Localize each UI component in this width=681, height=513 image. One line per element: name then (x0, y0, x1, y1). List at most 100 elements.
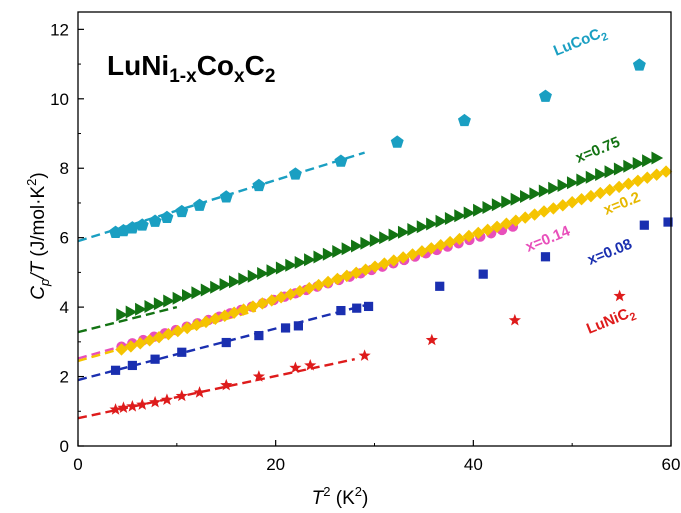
point-x02 (124, 340, 138, 353)
ticks: 0 20 40 60 0 2 4 6 8 10 12 (50, 20, 680, 474)
point-x075 (191, 286, 204, 300)
point-x02 (321, 275, 335, 289)
point-x02 (368, 260, 382, 273)
point-lunic2 (149, 395, 162, 408)
point-lucoc2 (125, 221, 139, 234)
point-x075 (454, 209, 466, 223)
point-x02 (594, 186, 607, 200)
point-lucoc2 (390, 135, 404, 148)
point-x02 (612, 180, 626, 194)
point-x075 (407, 222, 420, 236)
point-x02 (246, 300, 260, 313)
point-x02 (575, 192, 588, 206)
point-x075 (388, 228, 401, 242)
point-x02 (565, 196, 579, 209)
point-x075 (501, 195, 513, 209)
point-x02 (171, 324, 185, 338)
point-x075 (435, 214, 448, 228)
point-x075 (322, 247, 335, 261)
point-x008 (293, 321, 303, 331)
point-lunic2 (117, 401, 130, 413)
point-x075 (341, 242, 354, 256)
point-x02 (500, 217, 513, 230)
point-x02 (265, 294, 278, 307)
point-x075 (116, 308, 128, 322)
point-x075 (632, 156, 645, 170)
point-x075 (275, 261, 288, 275)
point-x075 (491, 198, 504, 212)
series-x075 (116, 151, 664, 322)
point-x075 (294, 255, 307, 269)
point-x075 (416, 220, 429, 234)
point-x075 (604, 165, 617, 179)
point-x008 (663, 217, 673, 227)
point-x02 (115, 343, 128, 356)
point-x02 (631, 174, 645, 187)
series-label-lucoc2: LuCoC2 (551, 23, 610, 62)
point-x02 (312, 278, 325, 292)
series-x008 (110, 217, 673, 375)
point-x075 (595, 167, 607, 181)
point-x02 (528, 208, 541, 221)
point-x02 (425, 242, 438, 255)
point-x02 (274, 291, 288, 304)
point-lucoc2 (135, 218, 149, 231)
point-x075 (613, 162, 626, 176)
point-x008 (280, 323, 291, 333)
point-x02 (434, 238, 447, 252)
series-x02 (115, 165, 673, 356)
y-tick-label: 10 (50, 90, 69, 109)
point-x075 (576, 173, 589, 187)
series-label-x014: x=0.14 (523, 222, 573, 255)
point-x075 (125, 305, 138, 319)
series-lucoc2 (109, 58, 646, 238)
point-x008 (352, 303, 362, 313)
point-x075 (257, 266, 269, 280)
point-lunic2 (193, 386, 206, 398)
point-x008 (478, 269, 488, 279)
point-x075 (313, 250, 326, 264)
point-lucoc2 (252, 178, 266, 192)
point-x02 (303, 281, 316, 295)
point-x02 (181, 321, 194, 335)
point-lucoc2 (632, 58, 646, 71)
point-x02 (490, 220, 504, 233)
series-lunic2 (109, 289, 626, 415)
point-x02 (547, 202, 560, 215)
point-x075 (144, 300, 157, 314)
point-x075 (651, 151, 664, 165)
y-axis-label: Cp/T (J/mol·K2) (24, 172, 52, 299)
point-lunic2 (175, 389, 188, 402)
point-lunic2 (613, 289, 626, 302)
point-x075 (247, 269, 260, 283)
point-x075 (538, 184, 551, 198)
point-lucoc2 (539, 89, 552, 102)
point-x075 (200, 283, 213, 297)
point-x02 (209, 312, 222, 326)
point-x008 (177, 347, 187, 357)
point-x02 (143, 334, 156, 347)
point-x008 (221, 337, 231, 348)
point-x02 (350, 266, 363, 280)
point-lunic2 (252, 370, 265, 382)
point-lunic2 (304, 359, 317, 371)
point-lunic2 (160, 393, 174, 405)
series-label-x008: x=0.08 (585, 236, 634, 269)
point-x075 (228, 275, 241, 289)
x-tick-label: 40 (464, 455, 483, 474)
fit-line-x075 (77, 305, 178, 334)
point-x02 (227, 306, 241, 319)
point-x075 (566, 176, 579, 190)
point-x075 (482, 200, 495, 214)
fit-line-x008 (77, 304, 365, 382)
point-lucoc2 (334, 154, 348, 167)
point-x075 (304, 253, 316, 267)
point-x02 (199, 315, 213, 329)
point-x008 (127, 360, 137, 371)
point-x008 (540, 252, 551, 262)
point-x075 (360, 236, 373, 250)
point-x02 (237, 303, 250, 316)
point-x02 (659, 165, 673, 178)
point-x008 (254, 330, 264, 341)
point-x075 (285, 258, 297, 272)
